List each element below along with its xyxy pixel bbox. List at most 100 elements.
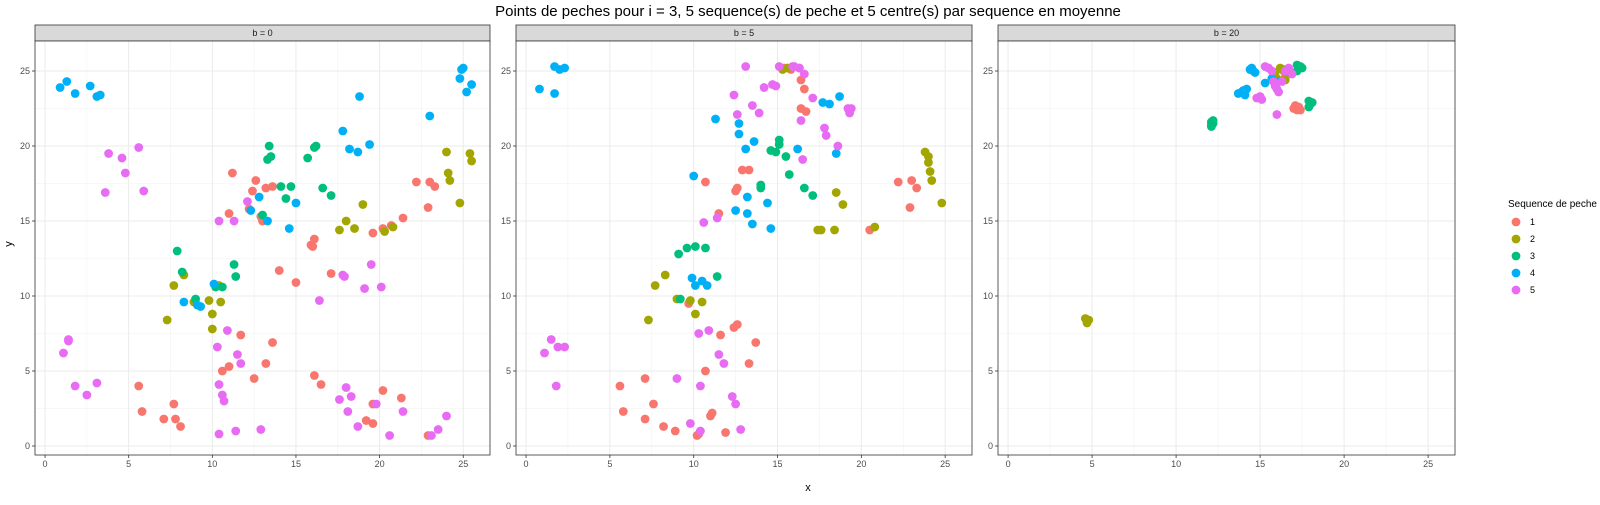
data-point — [732, 320, 742, 329]
data-point — [756, 180, 766, 190]
y-tick-label: 5 — [506, 366, 511, 376]
y-tick-label: 15 — [501, 216, 511, 226]
data-point — [707, 408, 717, 418]
data-point — [442, 147, 451, 157]
data-point — [618, 407, 628, 416]
data-point — [159, 414, 169, 424]
legend-title: Sequence de peche — [1508, 199, 1597, 210]
data-point — [207, 324, 217, 334]
data-point — [674, 249, 684, 259]
data-point — [309, 234, 319, 244]
data-point — [179, 297, 189, 307]
data-point — [689, 171, 699, 181]
x-axis-title: x — [805, 482, 811, 494]
data-point — [702, 281, 712, 290]
data-point — [134, 143, 144, 152]
data-point — [224, 209, 234, 218]
data-point — [196, 302, 206, 311]
data-point — [560, 342, 570, 352]
data-point — [1082, 318, 1092, 328]
data-point — [825, 99, 834, 109]
series-5 — [540, 62, 856, 436]
data-point — [925, 167, 935, 176]
data-point — [690, 309, 700, 319]
panel-strip-label: b = 5 — [734, 28, 754, 38]
panel-1: b = 0 0 5 10 15 20 25 0 5 10 15 20 25 — [20, 24, 491, 469]
data-point — [701, 243, 710, 253]
data-point — [268, 182, 277, 191]
data-point — [682, 243, 692, 253]
data-point — [644, 315, 653, 325]
data-point — [207, 309, 217, 319]
x-tick-label: 25 — [940, 459, 950, 469]
data-point — [912, 183, 922, 193]
data-point — [465, 149, 475, 158]
data-point — [696, 381, 705, 391]
data-point — [699, 218, 709, 227]
data-point — [754, 108, 764, 118]
x-tick-label: 5 — [607, 459, 612, 469]
data-point — [222, 326, 232, 335]
data-point — [358, 200, 368, 209]
legend-label: 2 — [1530, 234, 1535, 244]
data-point — [314, 296, 324, 305]
data-point — [771, 147, 781, 157]
data-point — [462, 87, 471, 97]
data-point — [759, 83, 769, 92]
x-tick-label: 5 — [1090, 459, 1095, 469]
data-point — [286, 182, 296, 191]
x-tick-label: 5 — [126, 459, 131, 469]
legend-key — [1511, 217, 1521, 227]
data-point — [345, 144, 354, 154]
data-point — [467, 156, 476, 166]
data-point — [697, 297, 707, 307]
data-point — [396, 393, 406, 403]
data-point — [719, 359, 729, 368]
data-point — [660, 270, 670, 280]
data-point — [741, 144, 751, 154]
data-point — [291, 278, 301, 287]
y-tick-label: 15 — [983, 216, 993, 226]
data-point — [690, 242, 700, 251]
data-point — [687, 273, 697, 283]
data-point — [214, 216, 224, 226]
data-point — [1277, 77, 1287, 86]
data-point — [737, 165, 747, 175]
data-point — [690, 281, 700, 290]
y-tick-label: 25 — [20, 66, 30, 76]
data-point — [388, 222, 398, 232]
series-3 — [1206, 60, 1317, 131]
data-point — [335, 225, 344, 235]
x-tick-label: 20 — [375, 459, 385, 469]
y-tick-label: 0 — [506, 441, 511, 451]
data-point — [711, 114, 720, 124]
data-point — [380, 227, 390, 236]
data-point — [134, 381, 144, 391]
data-point — [263, 216, 272, 226]
y-tick-label: 20 — [501, 141, 511, 151]
y-tick-label: 0 — [25, 441, 30, 451]
data-point — [551, 381, 561, 391]
data-point — [535, 84, 544, 94]
x-tick-label: 25 — [458, 459, 468, 469]
data-point — [231, 426, 241, 436]
data-point — [398, 213, 408, 223]
data-point — [712, 272, 722, 281]
legend-label: 4 — [1530, 268, 1535, 278]
data-point — [411, 177, 421, 187]
data-point — [169, 281, 179, 290]
data-point — [70, 381, 80, 391]
data-point — [423, 203, 433, 212]
series-2 — [644, 63, 947, 325]
data-point — [1255, 92, 1265, 101]
data-point — [1272, 110, 1282, 119]
data-point — [171, 414, 180, 424]
data-point — [64, 335, 73, 344]
data-point — [249, 374, 259, 383]
data-point — [243, 197, 252, 206]
data-point — [219, 396, 229, 406]
panel-2: b = 5 0 5 10 15 20 25 0 5 10 15 20 25 — [501, 24, 973, 469]
data-point — [799, 69, 809, 79]
data-point — [227, 168, 237, 178]
